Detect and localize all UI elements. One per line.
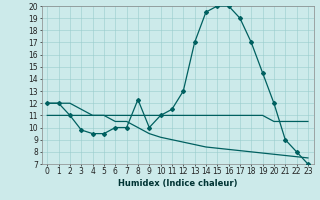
X-axis label: Humidex (Indice chaleur): Humidex (Indice chaleur) xyxy=(118,179,237,188)
